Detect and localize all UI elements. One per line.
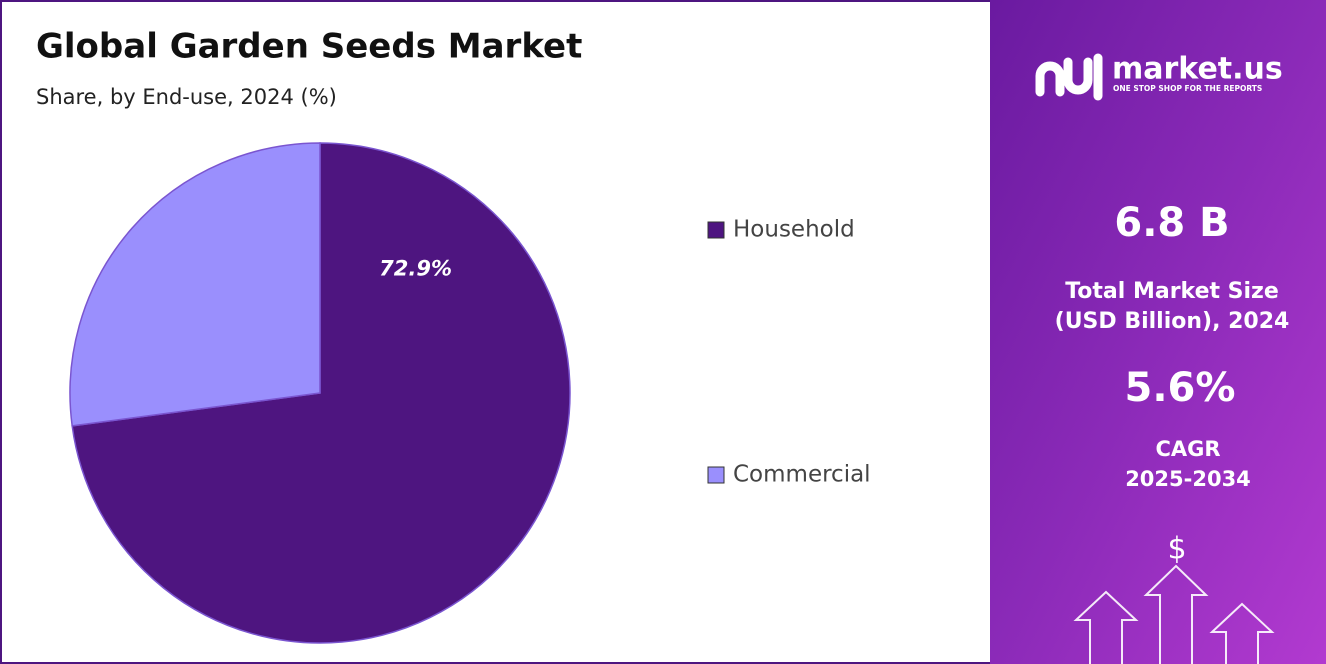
legend-label: Commercial <box>733 462 871 488</box>
arrows <box>1073 564 1275 664</box>
arrow <box>1073 590 1139 664</box>
legend-swatch <box>707 221 725 239</box>
data-label: 72.9% <box>379 257 452 281</box>
arrow <box>1143 564 1209 664</box>
cagr-label: 2025-2034 <box>1125 467 1251 491</box>
market-size-label: (USD Billion), 2024 <box>1055 309 1290 334</box>
market-size-label: Total Market Size <box>1065 279 1279 304</box>
arrow <box>1209 602 1275 664</box>
dollar-icon: $ <box>1167 532 1186 567</box>
legend-label: Household <box>733 217 855 243</box>
legend: Household Commercial <box>707 217 871 488</box>
side-panel <box>990 0 1326 664</box>
logo <box>1035 53 1103 101</box>
logo-mark <box>1063 57 1093 95</box>
pie-slice <box>71 142 571 644</box>
logo-mark <box>1035 61 1065 97</box>
tagline: ONE STOP SHOP FOR THE REPORTS <box>1113 84 1262 93</box>
chart-title: Global Garden Seeds Market <box>36 27 582 67</box>
pie: 72.9% <box>69 142 571 644</box>
market-size: 6.8 B <box>1114 200 1229 246</box>
chart-subtitle: Share, by End-use, 2024 (%) <box>36 85 337 109</box>
legend-swatch <box>707 466 725 484</box>
cagr: 5.6% <box>1125 365 1236 411</box>
cagr-label: CAGR <box>1155 437 1220 461</box>
brand: market.us <box>1112 52 1283 87</box>
pie-slice <box>69 142 321 427</box>
